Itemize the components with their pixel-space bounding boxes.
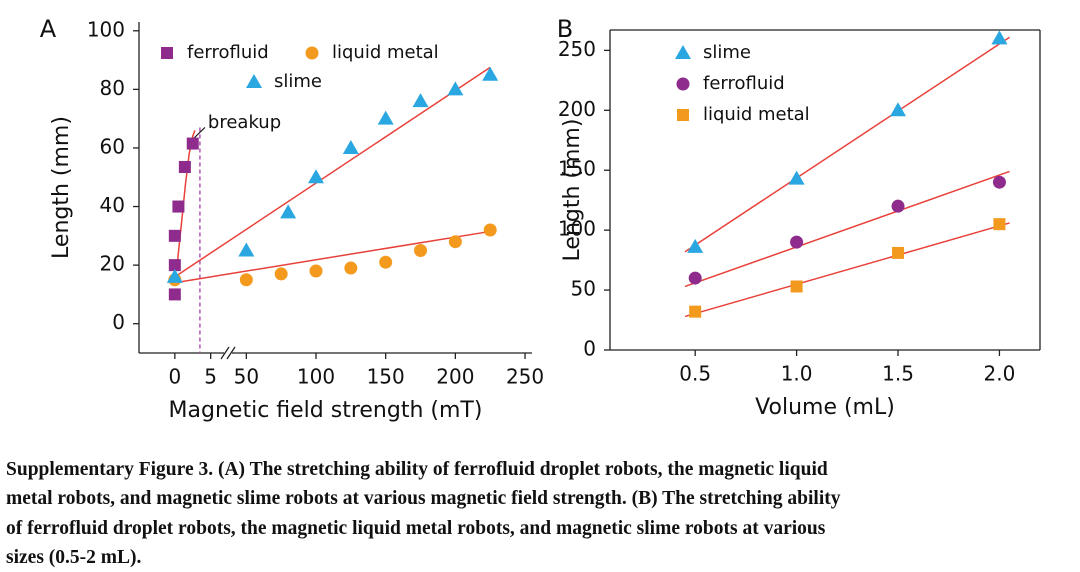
marker-triangle <box>687 238 704 253</box>
y-tick-label: 200 <box>558 97 596 121</box>
y-tick-label: 40 <box>100 193 125 217</box>
x-tick-label: 250 <box>506 365 544 389</box>
axis-break <box>226 346 236 360</box>
marker-triangle <box>246 74 262 88</box>
marker-square <box>993 218 1006 231</box>
marker-square <box>168 259 181 272</box>
x-tick-label: 150 <box>367 365 405 389</box>
x-tick-label: 1.0 <box>781 362 813 386</box>
fit-line <box>174 66 491 278</box>
x-tick-label: 1.5 <box>882 362 914 386</box>
marker-circle <box>992 175 1006 189</box>
marker-triangle <box>280 204 297 219</box>
marker-triangle <box>675 45 691 59</box>
y-tick-label: 0 <box>112 310 125 334</box>
fit-line <box>684 222 1010 318</box>
y-tick-label: 100 <box>558 217 596 241</box>
legend-label: ferrofluid <box>187 42 269 63</box>
caption-line: sizes (0.5-2 mL). <box>6 547 142 568</box>
marker-circle <box>688 271 702 285</box>
axis-break <box>220 346 230 360</box>
legend-label: liquid metal <box>703 104 810 125</box>
marker-circle <box>891 199 905 213</box>
marker-circle <box>309 264 323 278</box>
y-tick-label: 20 <box>100 252 125 276</box>
marker-square <box>172 200 185 213</box>
x-tick-label: 2.0 <box>984 362 1016 386</box>
marker-triangle <box>890 102 907 117</box>
marker-square <box>790 280 803 293</box>
fit-line <box>684 36 1010 253</box>
marker-triangle <box>991 30 1008 45</box>
x-tick-label: 0 <box>168 365 181 389</box>
legend-label: slime <box>703 42 751 63</box>
marker-circle <box>483 223 497 237</box>
marker-triangle <box>412 93 429 108</box>
marker-circle <box>379 255 393 269</box>
marker-triangle <box>166 268 183 283</box>
marker-square <box>689 305 702 318</box>
x-axis-title: Magnetic field strength (mT) <box>169 398 483 423</box>
marker-circle <box>274 267 288 281</box>
annotation: breakup <box>208 112 281 133</box>
marker-circle <box>239 273 253 287</box>
legend-label: ferrofluid <box>703 73 785 94</box>
marker-circle <box>344 261 358 275</box>
y-tick-label: 50 <box>571 277 596 301</box>
marker-square <box>677 109 689 121</box>
marker-square <box>186 137 199 150</box>
marker-square <box>178 160 191 173</box>
marker-square <box>892 246 905 259</box>
marker-triangle <box>482 66 499 81</box>
marker-triangle <box>447 81 464 96</box>
x-tick-label: 200 <box>436 365 474 389</box>
caption-line: Supplementary Figure 3. (A) The stretchi… <box>6 459 828 480</box>
marker-triangle <box>342 139 359 154</box>
x-tick-label: 100 <box>297 365 335 389</box>
panel-label: B <box>557 15 573 43</box>
marker-circle <box>676 77 690 91</box>
x-tick-label: 0.5 <box>679 362 711 386</box>
x-tick-label: 50 <box>234 365 259 389</box>
marker-square <box>168 229 181 242</box>
y-axis-title: Length (mm) <box>560 119 585 262</box>
fit-line <box>684 170 1010 288</box>
legend-label: liquid metal <box>332 42 439 63</box>
axis-break-gap <box>224 347 232 359</box>
marker-triangle <box>377 110 394 125</box>
caption-line: metal robots, and magnetic slime robots … <box>6 488 841 509</box>
marker-circle <box>790 235 804 249</box>
y-tick-label: 100 <box>87 17 125 41</box>
marker-square <box>168 288 181 301</box>
marker-circle <box>448 235 462 249</box>
caption-line: of ferrofluid droplet robots, the magnet… <box>6 518 826 539</box>
fit-line <box>174 230 491 284</box>
x-tick-label: 5 <box>204 365 217 389</box>
x-axis-title: Volume (mL) <box>755 395 895 420</box>
marker-circle <box>305 46 319 60</box>
marker-triangle <box>308 169 325 184</box>
marker-circle <box>414 243 428 257</box>
marker-triangle <box>238 242 255 257</box>
y-tick-label: 0 <box>583 337 596 361</box>
legend-label: slime <box>274 71 322 92</box>
y-tick-label: 150 <box>558 157 596 181</box>
y-tick-label: 60 <box>100 134 125 158</box>
y-tick-label: 80 <box>100 76 125 100</box>
marker-triangle <box>788 170 805 185</box>
y-axis-title: Length (mm) <box>49 116 74 259</box>
panel-label: A <box>40 15 57 43</box>
y-tick-label: 250 <box>558 37 596 61</box>
marker-square <box>161 47 173 59</box>
